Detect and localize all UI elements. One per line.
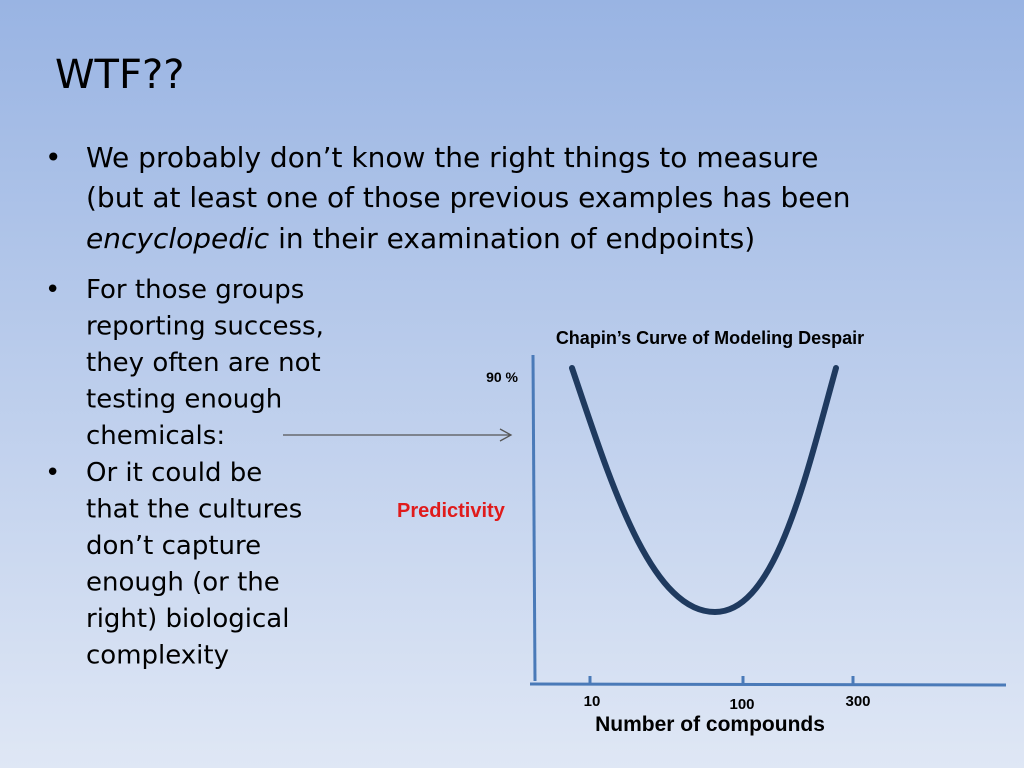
bullet-line: testing enough: [86, 385, 282, 415]
bullet-line: For those groups: [86, 275, 304, 305]
diagram-title: Chapin’s Curve of Modeling Despair: [556, 328, 864, 348]
bullet-line: don’t capture: [86, 531, 261, 561]
bullet-line: reporting success,: [86, 312, 324, 342]
bullet-marker: •: [45, 458, 60, 488]
x-axis-label: Number of compounds: [595, 713, 825, 736]
x-tick-label: 300: [845, 693, 870, 710]
bullet-line: complexity: [86, 641, 229, 671]
arrow-head: [499, 428, 513, 442]
bullet-marker: •: [45, 141, 62, 174]
bullet-line: right) biological: [86, 604, 289, 634]
despair-curve: [569, 365, 839, 616]
bullet-marker: •: [45, 275, 60, 305]
y-axis-label: Predictivity: [397, 500, 506, 522]
slide-title: WTF??: [55, 52, 184, 98]
bullet-line: We probably don’t know the right things …: [86, 141, 818, 174]
x-axis: [529, 682, 1007, 687]
bullet-line: Or it could be: [86, 458, 262, 488]
bullet-line: they often are not: [86, 348, 321, 378]
emphasis: encyclopedic: [86, 222, 270, 255]
bullet-line: enough (or the: [86, 568, 280, 598]
bullet-text: in their examination of endpoints): [269, 222, 755, 255]
bullet-line: chemicals:: [86, 421, 225, 451]
x-tick-label: 10: [584, 693, 601, 710]
bullet-group: • For those groups reporting success, they …: [45, 275, 324, 671]
y-axis: [531, 354, 537, 682]
bullet-line: (but at least one of those previous exam…: [86, 181, 850, 214]
y-tick-label: 90 %: [486, 369, 518, 385]
bullet-line: encyclopedic in their examination of end…: [86, 222, 755, 255]
x-tick-label: 100: [729, 696, 754, 713]
bullet-line: that the cultures: [86, 495, 302, 525]
